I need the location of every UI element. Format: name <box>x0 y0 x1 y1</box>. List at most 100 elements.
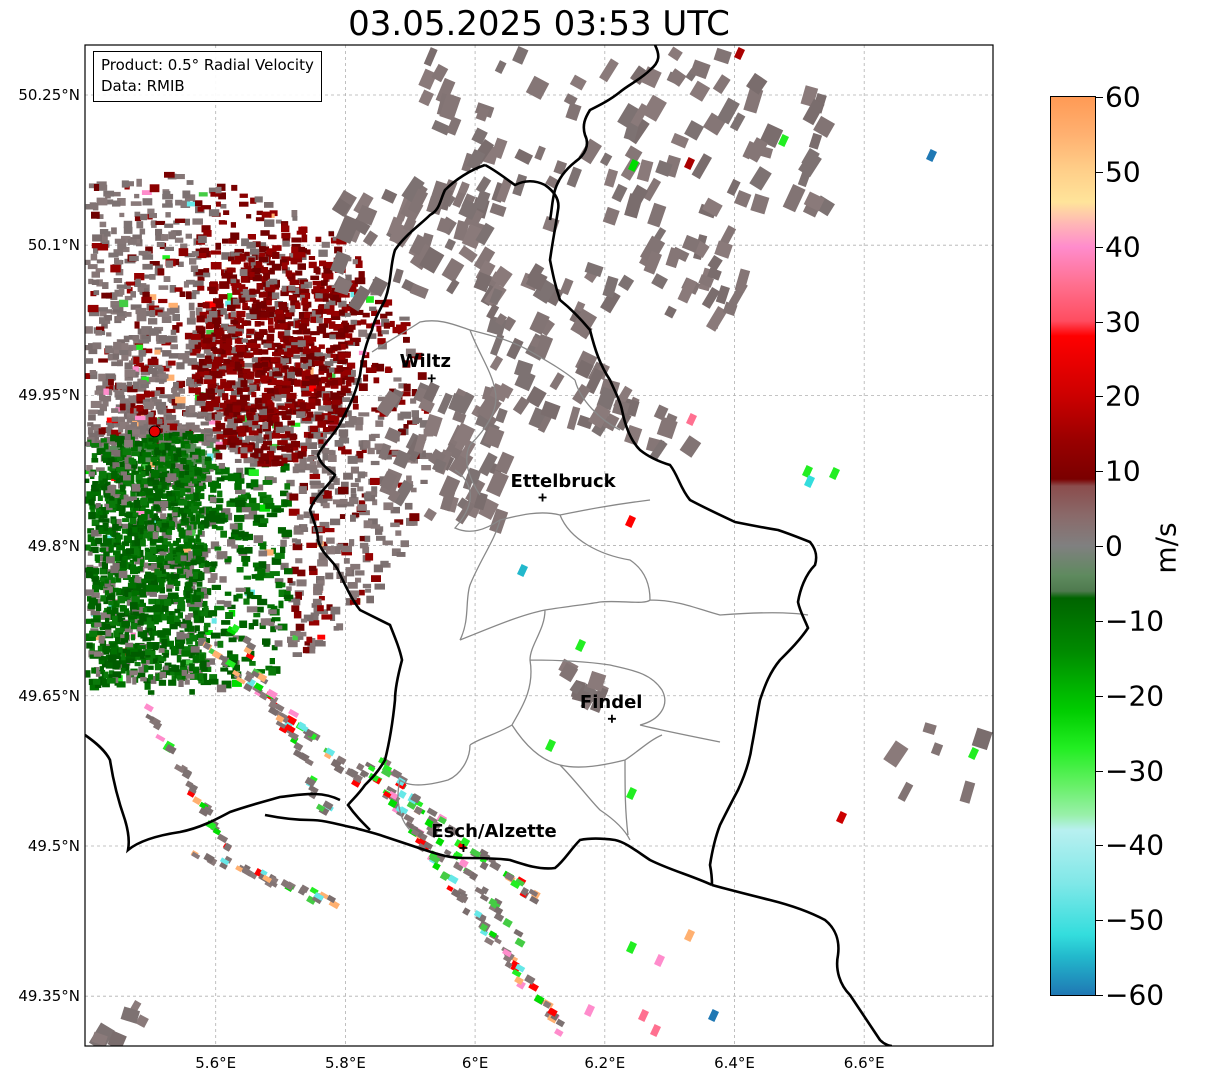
echo-gate <box>479 923 489 932</box>
echo-gate <box>208 324 219 329</box>
echo-gate <box>488 930 498 939</box>
echo-gate <box>139 528 144 535</box>
echo-gate <box>93 246 99 254</box>
echo-gate <box>237 387 243 395</box>
echo-gate <box>179 291 186 297</box>
echo-gate <box>155 673 160 681</box>
echo-gate <box>283 445 291 452</box>
echo-gate <box>244 362 255 368</box>
echo-gate <box>225 413 234 417</box>
echo-gate <box>203 230 212 237</box>
echo-gate <box>160 513 167 520</box>
echo-gate <box>132 381 140 389</box>
echo-gate <box>115 539 120 544</box>
echo-gate <box>105 629 112 637</box>
echo-gate <box>218 220 226 225</box>
echo-gate <box>202 337 212 344</box>
echo-gate <box>146 626 153 633</box>
echo-gate <box>461 223 485 250</box>
echo-gate <box>210 341 217 347</box>
echo-gate <box>257 403 263 410</box>
echo-gate <box>547 1007 558 1017</box>
echo-gate <box>364 535 371 542</box>
echo-gate <box>333 353 344 361</box>
echo-gate <box>405 821 414 829</box>
echo-gate <box>89 630 98 637</box>
echo-gate <box>309 480 321 485</box>
echo-gate <box>178 679 184 687</box>
echo-gate <box>96 259 105 264</box>
echo-gate <box>414 387 428 403</box>
echo-gate <box>149 515 159 521</box>
echo-gate <box>248 623 254 630</box>
echo-gate <box>167 423 178 431</box>
echo-gate <box>288 508 300 516</box>
echo-gate <box>167 592 179 599</box>
echo-gate <box>124 608 129 615</box>
echo-gate <box>127 399 135 405</box>
echo-gate <box>194 599 203 608</box>
echo-gate <box>301 297 309 304</box>
echo-gate <box>971 727 993 751</box>
echo-gate <box>202 302 210 309</box>
echo-gate <box>226 380 236 386</box>
echo-gate <box>252 562 259 568</box>
echo-gate <box>184 218 190 226</box>
echo-gate <box>301 370 308 376</box>
echo-gate <box>228 256 235 262</box>
echo-gate <box>173 382 179 388</box>
echo-gate <box>103 551 110 558</box>
echo-gate <box>168 432 176 439</box>
echo-gate <box>292 330 302 335</box>
echo-gate <box>241 238 249 247</box>
colorbar-tick-label: 40 <box>1105 230 1141 264</box>
echo-gate <box>253 514 265 523</box>
echo-gate <box>180 428 190 435</box>
echo-gate <box>183 541 193 549</box>
echo-gate <box>128 522 133 529</box>
echo-gate <box>358 412 370 417</box>
echo-gate <box>125 281 136 286</box>
echo-gate <box>194 615 199 623</box>
echo-gate <box>195 457 202 463</box>
echo-gate <box>309 496 316 505</box>
echo-gate <box>158 298 168 304</box>
echo-gate <box>456 391 475 415</box>
echo-gate <box>493 906 504 916</box>
echo-gate <box>88 471 96 477</box>
echo-gate <box>268 621 275 627</box>
echo-gate <box>212 498 224 504</box>
echo-gate <box>207 577 216 583</box>
echo-gate <box>159 645 167 650</box>
echo-gate <box>245 670 256 679</box>
echo-gate <box>311 345 317 351</box>
echo-gate <box>319 260 327 267</box>
echo-gate <box>287 348 294 355</box>
echo-gate <box>97 645 105 652</box>
echo-gate <box>96 448 106 455</box>
product-info-box: Product: 0.5° Radial Velocity Data: RMIB <box>93 51 322 102</box>
echo-gate <box>158 580 165 588</box>
echo-gate <box>100 396 111 402</box>
echo-gate <box>108 601 114 606</box>
echo-gate <box>247 414 254 421</box>
echo-gate <box>358 271 365 278</box>
echo-gate <box>131 527 138 533</box>
echo-gate <box>324 304 330 309</box>
echo-gate <box>453 862 464 872</box>
echo-gate <box>274 578 284 584</box>
colorbar-tick-mark <box>1096 920 1103 922</box>
echo-gate <box>226 274 233 283</box>
echo-gate <box>423 841 434 850</box>
echo-gate <box>241 556 251 562</box>
echo-gate <box>502 948 513 958</box>
echo-gate <box>175 546 183 553</box>
echo-gate <box>413 806 423 816</box>
echo-gate <box>246 482 254 489</box>
echo-gate <box>235 676 246 685</box>
echo-gate <box>234 514 245 522</box>
echo-gate <box>287 730 299 741</box>
echo-gate <box>229 423 238 429</box>
echo-gate <box>381 330 389 335</box>
echo-gate <box>377 330 383 337</box>
